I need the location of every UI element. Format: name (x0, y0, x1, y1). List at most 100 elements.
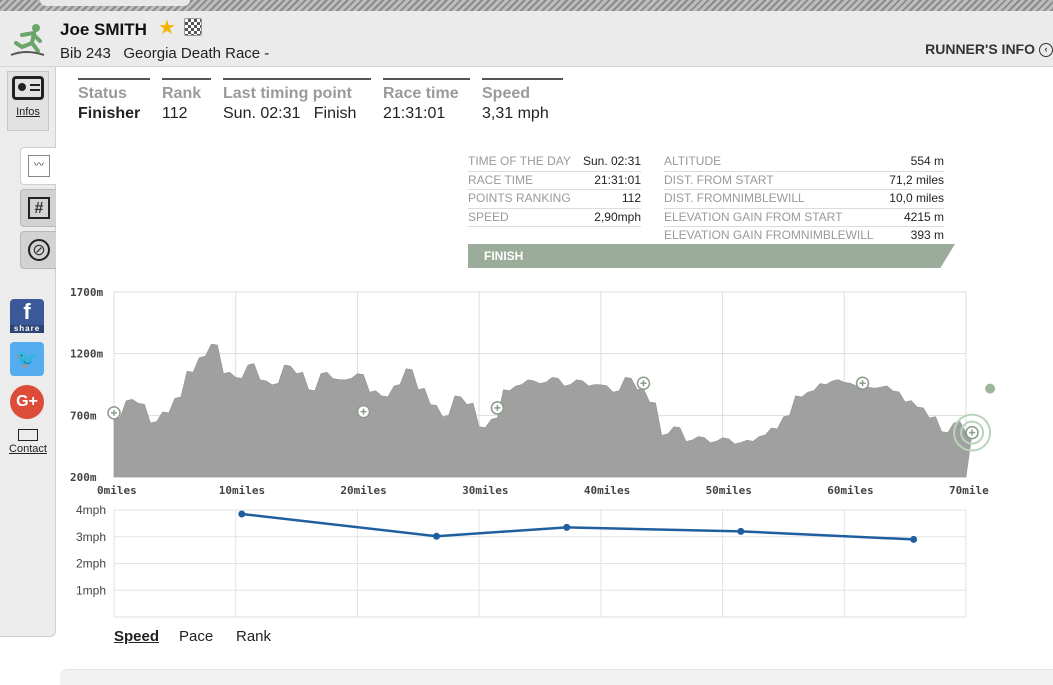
info-value: 71,2 miles (889, 172, 944, 187)
finish-banner: FINISH (468, 244, 955, 268)
info-row: DIST. FROM START 71,2 miles (664, 172, 944, 190)
elevation-y-tick: 1700m (70, 286, 103, 299)
sidebar: Infos 〰 # ⊘ f share 🐦 G+ Contact (0, 67, 56, 637)
stat-rank-label: Rank (162, 78, 211, 103)
elevation-x-tick: 10miles (219, 484, 265, 497)
twitter-share-button[interactable]: 🐦 (10, 342, 44, 376)
info-value: 393 m (910, 228, 944, 242)
info-value: 21:31:01 (594, 172, 641, 187)
bib-line: Bib 243 Georgia Death Race - (60, 45, 269, 62)
stat-last-timing: Last timing point Sun. 02:31 Finish (223, 78, 371, 123)
checkered-flag-icon (184, 18, 202, 36)
elevation-x-tick: 50miles (706, 484, 752, 497)
info-value: Sun. 02:31 (582, 154, 641, 168)
elevation-x-tick: 30miles (462, 484, 508, 497)
stat-status: Status Finisher (78, 78, 150, 123)
google-plus-share-button[interactable]: G+ (10, 385, 44, 419)
speed-point (563, 523, 571, 531)
speed-point (737, 527, 745, 535)
info-label: SPEED (468, 209, 509, 224)
stat-last-timing-value: Sun. 02:31 Finish (223, 105, 357, 122)
checkpoint-plus-icon (859, 380, 866, 387)
sidebar-infos-button[interactable]: Infos (7, 71, 49, 131)
checkpoint-plus-icon (111, 409, 117, 416)
tab-profile[interactable]: 〰 (20, 147, 56, 185)
speed-y-tick: 2mph (76, 557, 106, 571)
info-value: 4215 m (903, 209, 944, 224)
stat-last-timing-label: Last timing point (223, 78, 371, 103)
tab-grid[interactable]: # (20, 189, 56, 227)
footer-strip (60, 669, 1053, 685)
grid-icon: # (28, 197, 50, 219)
info-label: ALTITUDE (664, 154, 722, 168)
elevation-profile-area (113, 343, 973, 478)
info-table-left: TIME OF THE DAY Sun. 02:31 RACE TIME 21:31… (468, 153, 641, 227)
twitter-icon: 🐦 (15, 349, 39, 369)
runner-head-icon (985, 383, 996, 394)
info-label: DIST. FROMNIMBLEWILL (664, 191, 805, 205)
stat-speed: Speed 3,31 mph (482, 78, 563, 123)
info-value: 10,0 miles (889, 191, 944, 205)
tab-compass[interactable]: ⊘ (20, 231, 56, 269)
finish-ring-inner (960, 420, 985, 445)
compass-icon: ⊘ (28, 239, 50, 261)
info-row: TIME OF THE DAY Sun. 02:31 (468, 153, 641, 172)
info-label: ELEVATION GAIN FROMNIMBLEWILL (664, 228, 874, 242)
speed-y-tick: 3mph (76, 530, 106, 544)
stat-status-value: Finisher (78, 105, 141, 122)
tab-rank[interactable]: Rank (236, 628, 272, 645)
facebook-share-button[interactable]: f share (10, 299, 44, 333)
stat-race-time-label: Race time (383, 78, 470, 103)
stat-speed-label: Speed (482, 78, 563, 103)
runner-header: Joe SMITH ★ Bib 243 Georgia Death Race -… (0, 11, 1053, 67)
tab-speed[interactable]: Speed (114, 628, 160, 645)
speed-point (910, 535, 918, 543)
stat-rank-value: 112 (162, 105, 188, 122)
elevation-x-tick: 0miles (97, 484, 137, 497)
share-label: share (10, 325, 44, 333)
elevation-x-tick: 70mile (949, 484, 989, 497)
info-row: ALTITUDE 554 m (664, 153, 944, 172)
checkpoint-plus-icon (494, 404, 501, 411)
facebook-icon: f (23, 299, 31, 324)
info-row: POINTS RANKING 112 (468, 190, 641, 209)
checkpoint-plus-icon (969, 429, 976, 436)
profile-chart-icon: 〰 (28, 155, 50, 177)
runners-info-label: RUNNER'S INFO (925, 41, 1035, 57)
info-row: DIST. FROMNIMBLEWILL 10,0 miles (664, 190, 944, 209)
sidebar-infos-label: Infos (16, 106, 40, 118)
top-search-pill[interactable] (40, 0, 190, 6)
info-value: 2,90mph (594, 209, 641, 224)
stat-race-time: Race time 21:31:01 (383, 78, 470, 123)
speed-point (238, 510, 246, 518)
speed-y-tick: 1mph (76, 583, 106, 597)
star-icon[interactable]: ★ (158, 17, 176, 39)
info-row: RACE TIME 21:31:01 (468, 172, 641, 190)
info-label: POINTS RANKING (468, 191, 571, 205)
stat-race-time-value: 21:31:01 (383, 105, 446, 122)
info-value: 554 m (910, 154, 944, 168)
info-table-right: ALTITUDE 554 m DIST. FROM START 71,2 miles… (664, 153, 944, 246)
checkpoint-plus-icon (360, 408, 367, 415)
info-row: ELEVATION GAIN FROM START 4215 m (664, 209, 944, 227)
info-row: SPEED 2,90mph (468, 209, 641, 227)
info-label: RACE TIME (468, 172, 534, 187)
elevation-y-tick: 700m (70, 409, 97, 422)
top-strip (0, 0, 1053, 11)
info-label: DIST. FROM START (664, 172, 774, 187)
info-value: 112 (621, 191, 641, 205)
speed-point (433, 532, 441, 540)
google-plus-icon: G+ (16, 393, 38, 410)
elevation-x-tick: 60miles (827, 484, 873, 497)
info-label: TIME OF THE DAY (468, 154, 571, 168)
checkpoint-plus-icon (640, 380, 647, 387)
elevation-y-tick: 1200m (70, 348, 103, 361)
tab-pace[interactable]: Pace (179, 628, 214, 645)
elevation-x-tick: 20miles (340, 484, 386, 497)
bib-number: Bib 243 (60, 45, 111, 62)
stat-status-label: Status (78, 78, 150, 103)
contact-button[interactable]: Contact (5, 429, 51, 455)
contact-label: Contact (9, 443, 47, 455)
elevation-y-tick: 200m (70, 471, 97, 484)
